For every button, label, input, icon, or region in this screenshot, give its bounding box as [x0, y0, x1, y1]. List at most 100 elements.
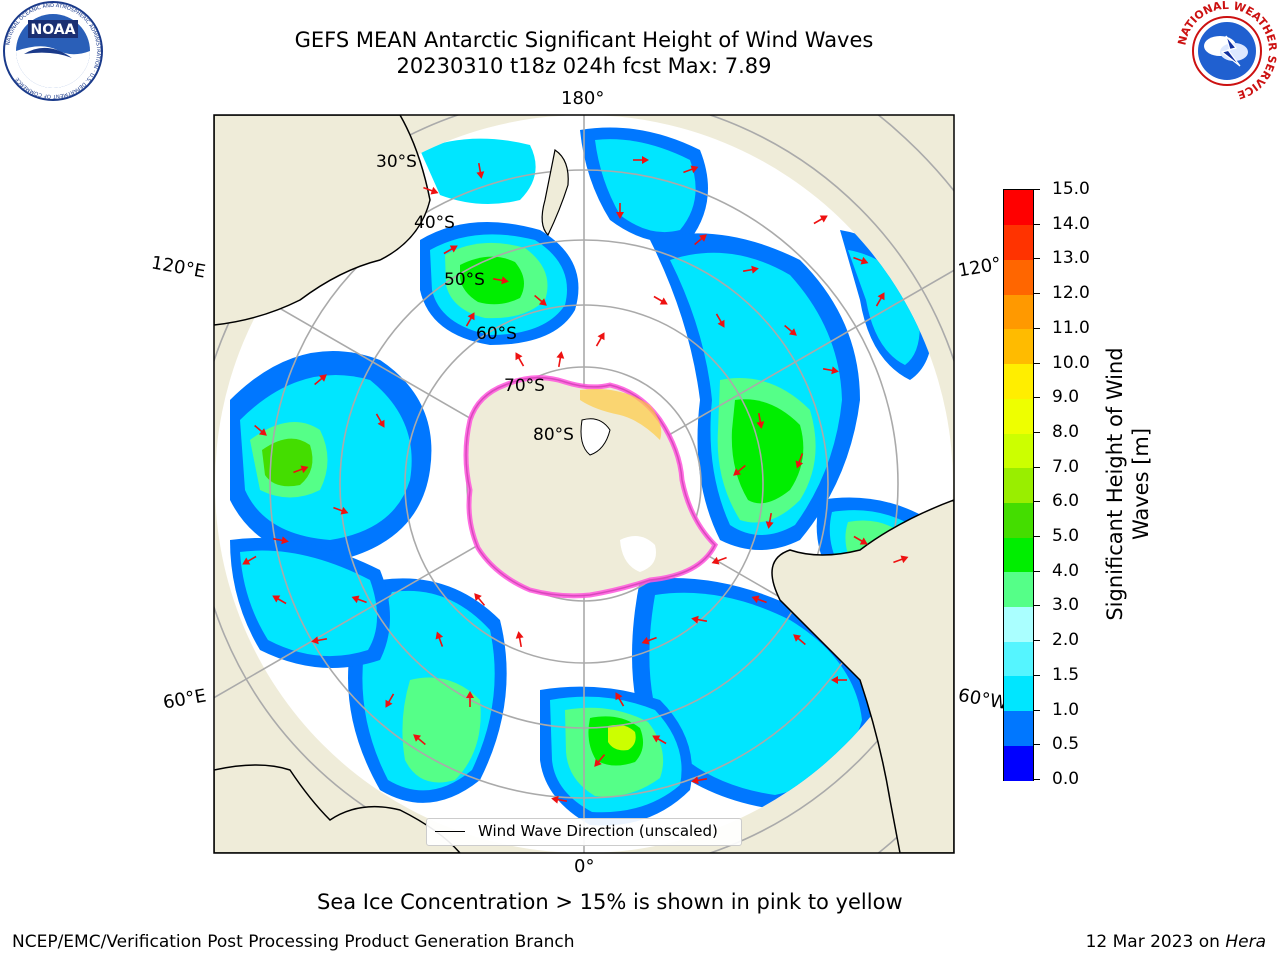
noaa-logo-text: NOAA	[31, 22, 76, 38]
colorbar-tick-mark	[1033, 536, 1040, 538]
colorbar-tick-mark	[1033, 258, 1040, 260]
wind-wave-arrow	[742, 265, 759, 274]
wind-wave-arrow	[385, 693, 395, 708]
chart-title-line1: GEFS MEAN Antarctic Significant Height o…	[294, 28, 874, 52]
wind-wave-arrow	[633, 156, 649, 164]
colorbar-tick-label: 3.0	[1052, 595, 1080, 616]
colorbar-segment	[1004, 259, 1033, 295]
colorbar-segment	[1004, 710, 1033, 746]
wind-wave-arrow	[793, 634, 806, 646]
colorbar-tick-mark	[1033, 327, 1040, 329]
colorbar-tick-mark	[1033, 362, 1040, 364]
colorbar-segment	[1004, 398, 1033, 434]
polar-stereographic-map	[213, 114, 955, 854]
wind-wave-arrow	[691, 776, 708, 785]
lat-label-30s: 30°S	[376, 152, 417, 172]
wind-wave-arrow	[515, 352, 525, 367]
lat-label-70s: 70°S	[504, 376, 545, 396]
colorbar-tick-mark	[1033, 397, 1040, 399]
colorbar-segment	[1004, 363, 1033, 399]
colorbar-tick-mark	[1033, 466, 1040, 468]
footer-machine: Hera	[1225, 932, 1266, 952]
wind-wave-arrow	[694, 234, 707, 246]
wind-wave-arrow	[443, 245, 458, 255]
wind-wave-arrow	[831, 676, 847, 684]
wind-wave-arrow	[413, 734, 426, 746]
wind-wave-arrows	[242, 156, 909, 804]
colorbar-tick-mark	[1033, 744, 1040, 746]
map-frame	[213, 114, 955, 854]
colorbar-tick-label: 8.0	[1052, 421, 1080, 442]
colorbar-tick-label: 15.0	[1052, 179, 1090, 199]
wind-wave-arrow	[476, 162, 485, 179]
colorbar-tick-label: 1.5	[1052, 664, 1080, 685]
wind-wave-arrow	[254, 424, 267, 436]
colorbar	[1003, 189, 1034, 781]
colorbar-segment	[1004, 745, 1033, 781]
colorbar-tick-label: 0.5	[1052, 734, 1080, 755]
colorbar-tick-mark	[1033, 640, 1040, 642]
wind-wave-arrow	[822, 366, 839, 375]
colorbar-tick-mark	[1033, 189, 1040, 190]
wind-wave-arrow	[465, 312, 475, 327]
colorbar-segment	[1004, 571, 1033, 608]
wind-wave-arrow	[311, 636, 328, 645]
colorbar-segment	[1004, 537, 1033, 573]
colorbar-tick-label: 4.0	[1052, 560, 1080, 581]
colorbar-tick-mark	[1033, 431, 1040, 433]
colorbar-tick-label: 12.0	[1052, 283, 1090, 304]
wind-wave-arrow	[466, 691, 474, 707]
wind-wave-arrow	[795, 453, 804, 469]
colorbar-segment	[1004, 328, 1033, 365]
colorbar-segment	[1004, 294, 1033, 330]
colorbar-segment	[1004, 190, 1033, 226]
south-america-land	[771, 499, 954, 853]
wind-wave-arrow	[683, 165, 699, 174]
lon-label-180: 180°	[561, 88, 605, 109]
wind-wave-arrow	[733, 464, 746, 476]
wind-wave-arrow	[474, 593, 486, 606]
colorbar-tick-mark	[1033, 779, 1040, 780]
wind-wave-arrow	[615, 692, 625, 707]
colorbar-tick-label: 9.0	[1052, 387, 1080, 408]
colorbar-label-line2: Waves [m]	[1129, 427, 1153, 541]
wind-wave-arrow	[242, 555, 257, 565]
wind-wave-arrow	[375, 413, 385, 428]
wind-wave-arrow	[616, 203, 624, 219]
wind-wave-arrow	[314, 374, 327, 386]
wind-wave-arrow	[595, 332, 605, 347]
wind-wave-arrow	[423, 186, 439, 195]
colorbar-tick-label: 7.0	[1052, 456, 1080, 477]
wind-wave-arrow	[272, 595, 287, 605]
wind-wave-arrow	[751, 595, 767, 604]
wind-wave-arrow	[691, 615, 708, 624]
colorbar-tick-mark	[1033, 605, 1040, 607]
colorbar-tick-mark	[1033, 709, 1040, 711]
australia-land	[214, 115, 431, 326]
wind-wave-arrow	[853, 256, 869, 265]
colorbar-tick-label: 5.0	[1052, 526, 1080, 547]
wind-wave-arrow	[272, 536, 289, 545]
wind-wave-arrow	[756, 412, 765, 429]
colorbar-segment	[1004, 432, 1033, 469]
map-legend: Wind Wave Direction (unscaled)	[426, 818, 742, 846]
wind-wave-arrow	[515, 631, 524, 648]
colorbar-tick-label: 2.0	[1052, 630, 1080, 651]
lat-label-50s: 50°S	[444, 270, 485, 290]
colorbar-tick-label: 14.0	[1052, 213, 1090, 234]
footer-date: 12 Mar 2023 on Hera	[1086, 932, 1266, 952]
lon-label-0: 0°	[574, 856, 595, 877]
wind-wave-arrow	[893, 555, 909, 564]
colorbar-tick-label: 1.0	[1052, 699, 1080, 720]
wind-wave-arrow	[784, 324, 797, 336]
sea-ice-note: Sea Ice Concentration > 15% is shown in …	[317, 890, 903, 914]
wind-wave-arrow	[652, 735, 667, 745]
wind-wave-arrow	[711, 556, 727, 565]
wind-wave-arrow	[813, 215, 828, 225]
chart-title-line2: 20230310 t18z 024h fcst Max: 7.89	[396, 54, 772, 78]
wind-wave-arrow	[492, 276, 509, 285]
colorbar-tick-mark	[1033, 223, 1040, 225]
noaa-logo: NOAA NATIONAL OCEANIC AND ATMOSPHERIC AD…	[2, 0, 104, 102]
colorbar-segment	[1004, 502, 1033, 538]
map-panel: 180° 0° 120°E 120° 60°E 60°W 30°S 40°S 5…	[150, 88, 1010, 877]
